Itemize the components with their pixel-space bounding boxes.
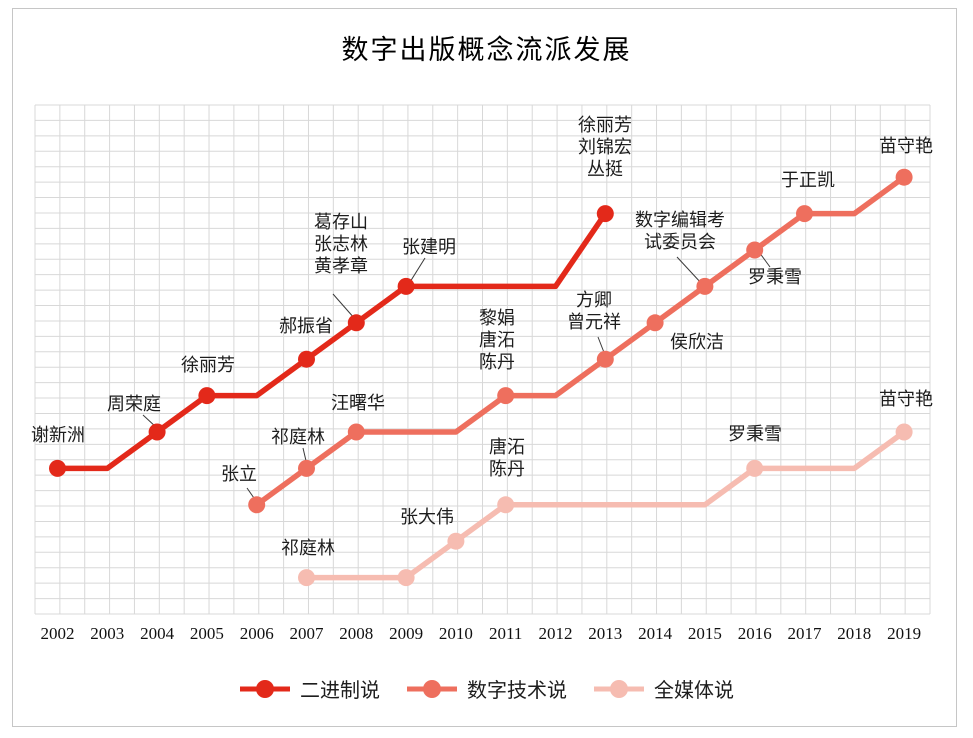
- point-binary-2002[interactable]: [49, 459, 66, 477]
- point-digital-tech-2013[interactable]: [596, 350, 614, 368]
- x-tick-2019: 2019: [887, 624, 922, 643]
- chart-frame-border: [12, 8, 957, 727]
- annotation-binary-2005: 徐丽芳: [181, 355, 235, 375]
- point-digital-tech-2007[interactable]: [298, 459, 315, 477]
- x-tick-2015: 2015: [687, 624, 722, 643]
- annotation-all-media-2016: 罗秉雪: [728, 424, 782, 444]
- x-tick-2017: 2017: [787, 624, 822, 643]
- annotation-all-media-2010: 张大伟: [400, 507, 454, 527]
- point-binary-2005[interactable]: [198, 387, 216, 405]
- point-binary-2007[interactable]: [298, 350, 315, 368]
- point-all-media-2016[interactable]: [746, 459, 764, 477]
- legend-line-dot-icon: [407, 679, 457, 698]
- chart-title: 数字出版概念流派发展: [341, 35, 632, 65]
- point-all-media-2010[interactable]: [447, 532, 465, 550]
- point-digital-tech-2019[interactable]: [895, 168, 913, 186]
- legend: 二进制说 数字技术说 全媒体说: [0, 674, 973, 703]
- x-tick-2011: 2011: [489, 624, 523, 643]
- annotation-digital-tech-2006: 张立: [221, 464, 257, 484]
- point-digital-tech-2006[interactable]: [248, 496, 266, 514]
- annotation-digital-tech-2019: 苗守艳: [879, 136, 933, 156]
- point-binary-2009[interactable]: [397, 277, 415, 295]
- legend-item-digital-tech[interactable]: 数字技术说: [406, 674, 567, 703]
- point-digital-tech-2015[interactable]: [696, 277, 714, 295]
- x-tick-2004: 2004: [140, 624, 175, 643]
- x-tick-2013: 2013: [588, 624, 623, 643]
- point-all-media-2007[interactable]: [298, 569, 315, 587]
- annotation-digital-tech-2011: 黎娟 唐沰 陈丹: [479, 308, 515, 372]
- annotation-digital-tech-2007: 祁庭林: [271, 427, 325, 447]
- point-binary-2004[interactable]: [148, 423, 166, 441]
- legend-item-all-media[interactable]: 全媒体说: [593, 674, 734, 703]
- point-binary-2008[interactable]: [347, 314, 365, 332]
- point-all-media-2011[interactable]: [497, 496, 515, 514]
- annotation-all-media-2011: 唐沰 陈丹: [489, 437, 525, 479]
- annotation-binary-2007: 郝振省: [279, 316, 333, 336]
- x-tick-2006: 2006: [239, 624, 274, 643]
- annotation-all-media-2019: 苗守艳: [879, 389, 933, 409]
- annotation-binary-2004: 周荣庭: [107, 394, 161, 414]
- annotation-connector-digital-tech-2015: [676, 256, 703, 285]
- annotation-digital-tech-2015: 数字编辑考 试委员会: [635, 210, 725, 252]
- annotation-binary-2013: 徐丽芳 刘锦宏 丛挺: [578, 115, 632, 179]
- legend-label-all-media: 全媒体说: [654, 680, 734, 702]
- legend-label-digital-tech: 数字技术说: [467, 680, 567, 702]
- x-tick-2010: 2010: [438, 624, 473, 643]
- annotation-digital-tech-2014: 侯欣洁: [670, 332, 724, 352]
- annotation-binary-2009: 张建明: [402, 237, 456, 257]
- point-digital-tech-2011[interactable]: [497, 387, 515, 405]
- legend-item-binary[interactable]: 二进制说: [239, 674, 380, 703]
- line-binary: [54, 210, 609, 472]
- annotation-digital-tech-2008: 汪曙华: [331, 393, 385, 413]
- x-tick-2003: 2003: [90, 624, 125, 643]
- legend-line-dot-icon: [240, 679, 290, 698]
- point-binary-2013[interactable]: [596, 205, 614, 223]
- x-tick-2012: 2012: [538, 624, 573, 643]
- annotation-binary-2008: 葛存山 张志林 黄孝章: [314, 212, 368, 276]
- annotation-digital-tech-2013: 方卿 曾元祥: [567, 290, 621, 332]
- x-tick-2016: 2016: [737, 624, 772, 643]
- annotation-digital-tech-2017: 于正凯: [781, 170, 835, 190]
- x-tick-2009: 2009: [389, 624, 424, 643]
- point-digital-tech-2014[interactable]: [646, 314, 664, 332]
- line-all-media: [303, 429, 907, 581]
- legend-label-binary: 二进制说: [300, 680, 380, 702]
- annotation-connector-binary-2009: [409, 257, 426, 283]
- point-all-media-2009[interactable]: [397, 569, 415, 587]
- annotation-binary-2002: 谢新洲: [31, 425, 85, 445]
- x-tick-2018: 2018: [837, 624, 872, 643]
- x-tick-2002: 2002: [40, 624, 75, 643]
- x-tick-2014: 2014: [638, 624, 673, 643]
- x-axis: 2002 2003 2004 2005 2006 2007 2008 2009 2010 2011…: [0, 624, 973, 650]
- legend-line-dot-icon: [594, 679, 644, 698]
- point-digital-tech-2016[interactable]: [746, 241, 764, 259]
- x-tick-2007: 2007: [289, 624, 324, 643]
- annotation-all-media-2007: 祁庭林: [281, 538, 335, 558]
- point-all-media-2019[interactable]: [895, 423, 913, 441]
- annotation-connector-binary-2008: [332, 293, 356, 320]
- point-digital-tech-2017[interactable]: [796, 205, 813, 223]
- annotation-digital-tech-2016: 罗秉雪: [748, 267, 802, 287]
- x-tick-2005: 2005: [189, 624, 224, 643]
- point-digital-tech-2008[interactable]: [347, 423, 365, 441]
- x-tick-2008: 2008: [339, 624, 374, 643]
